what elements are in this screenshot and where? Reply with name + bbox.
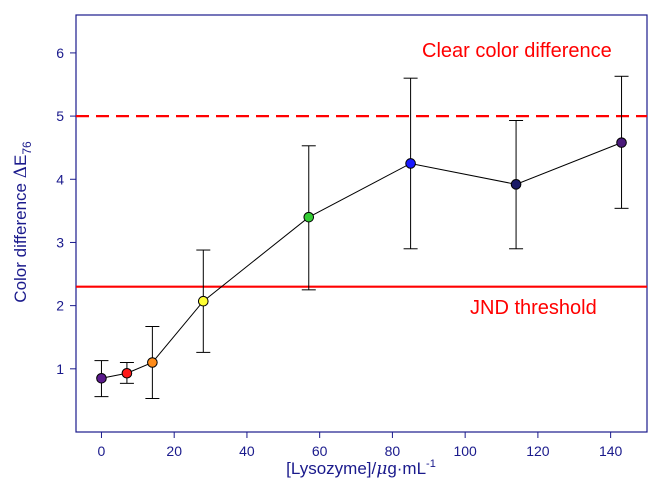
x-tick-label: 40 (239, 443, 255, 459)
y-tick-label: 3 (56, 234, 64, 250)
y-tick-label: 1 (56, 361, 64, 377)
y-tick-label: 6 (56, 45, 64, 61)
y-axis-title: Color difference ΔE76 (11, 141, 34, 303)
y-tick-label: 2 (56, 298, 64, 314)
data-point (616, 137, 627, 148)
x-tick-label: 60 (312, 443, 328, 459)
x-tick-label: 100 (453, 443, 477, 459)
y-tick-label: 5 (56, 108, 64, 124)
series-line (101, 142, 622, 379)
x-tick-label: 140 (599, 443, 623, 459)
data-point (121, 367, 133, 379)
x-tick-label: 20 (166, 443, 182, 459)
x-tick-label: 120 (526, 443, 550, 459)
data-point (405, 158, 416, 169)
jnd-threshold-label: JND threshold (470, 297, 597, 319)
clear-color-difference-label: Clear color difference (422, 40, 612, 62)
data-point (197, 295, 209, 307)
y-tick-label: 4 (56, 171, 64, 187)
plot-area: 0 20 40 60 80 100 120 140 1 2 3 4 5 6 (56, 14, 648, 459)
data-point (303, 211, 315, 223)
x-tick-label: 80 (385, 443, 401, 459)
x-axis-title: [Lysozyme]/μg·mL-1 (286, 458, 436, 479)
plot-frame (75, 14, 648, 433)
x-tick-label: 0 (98, 443, 106, 459)
data-point (510, 179, 522, 190)
data-point (96, 372, 107, 384)
data-point (147, 357, 158, 368)
